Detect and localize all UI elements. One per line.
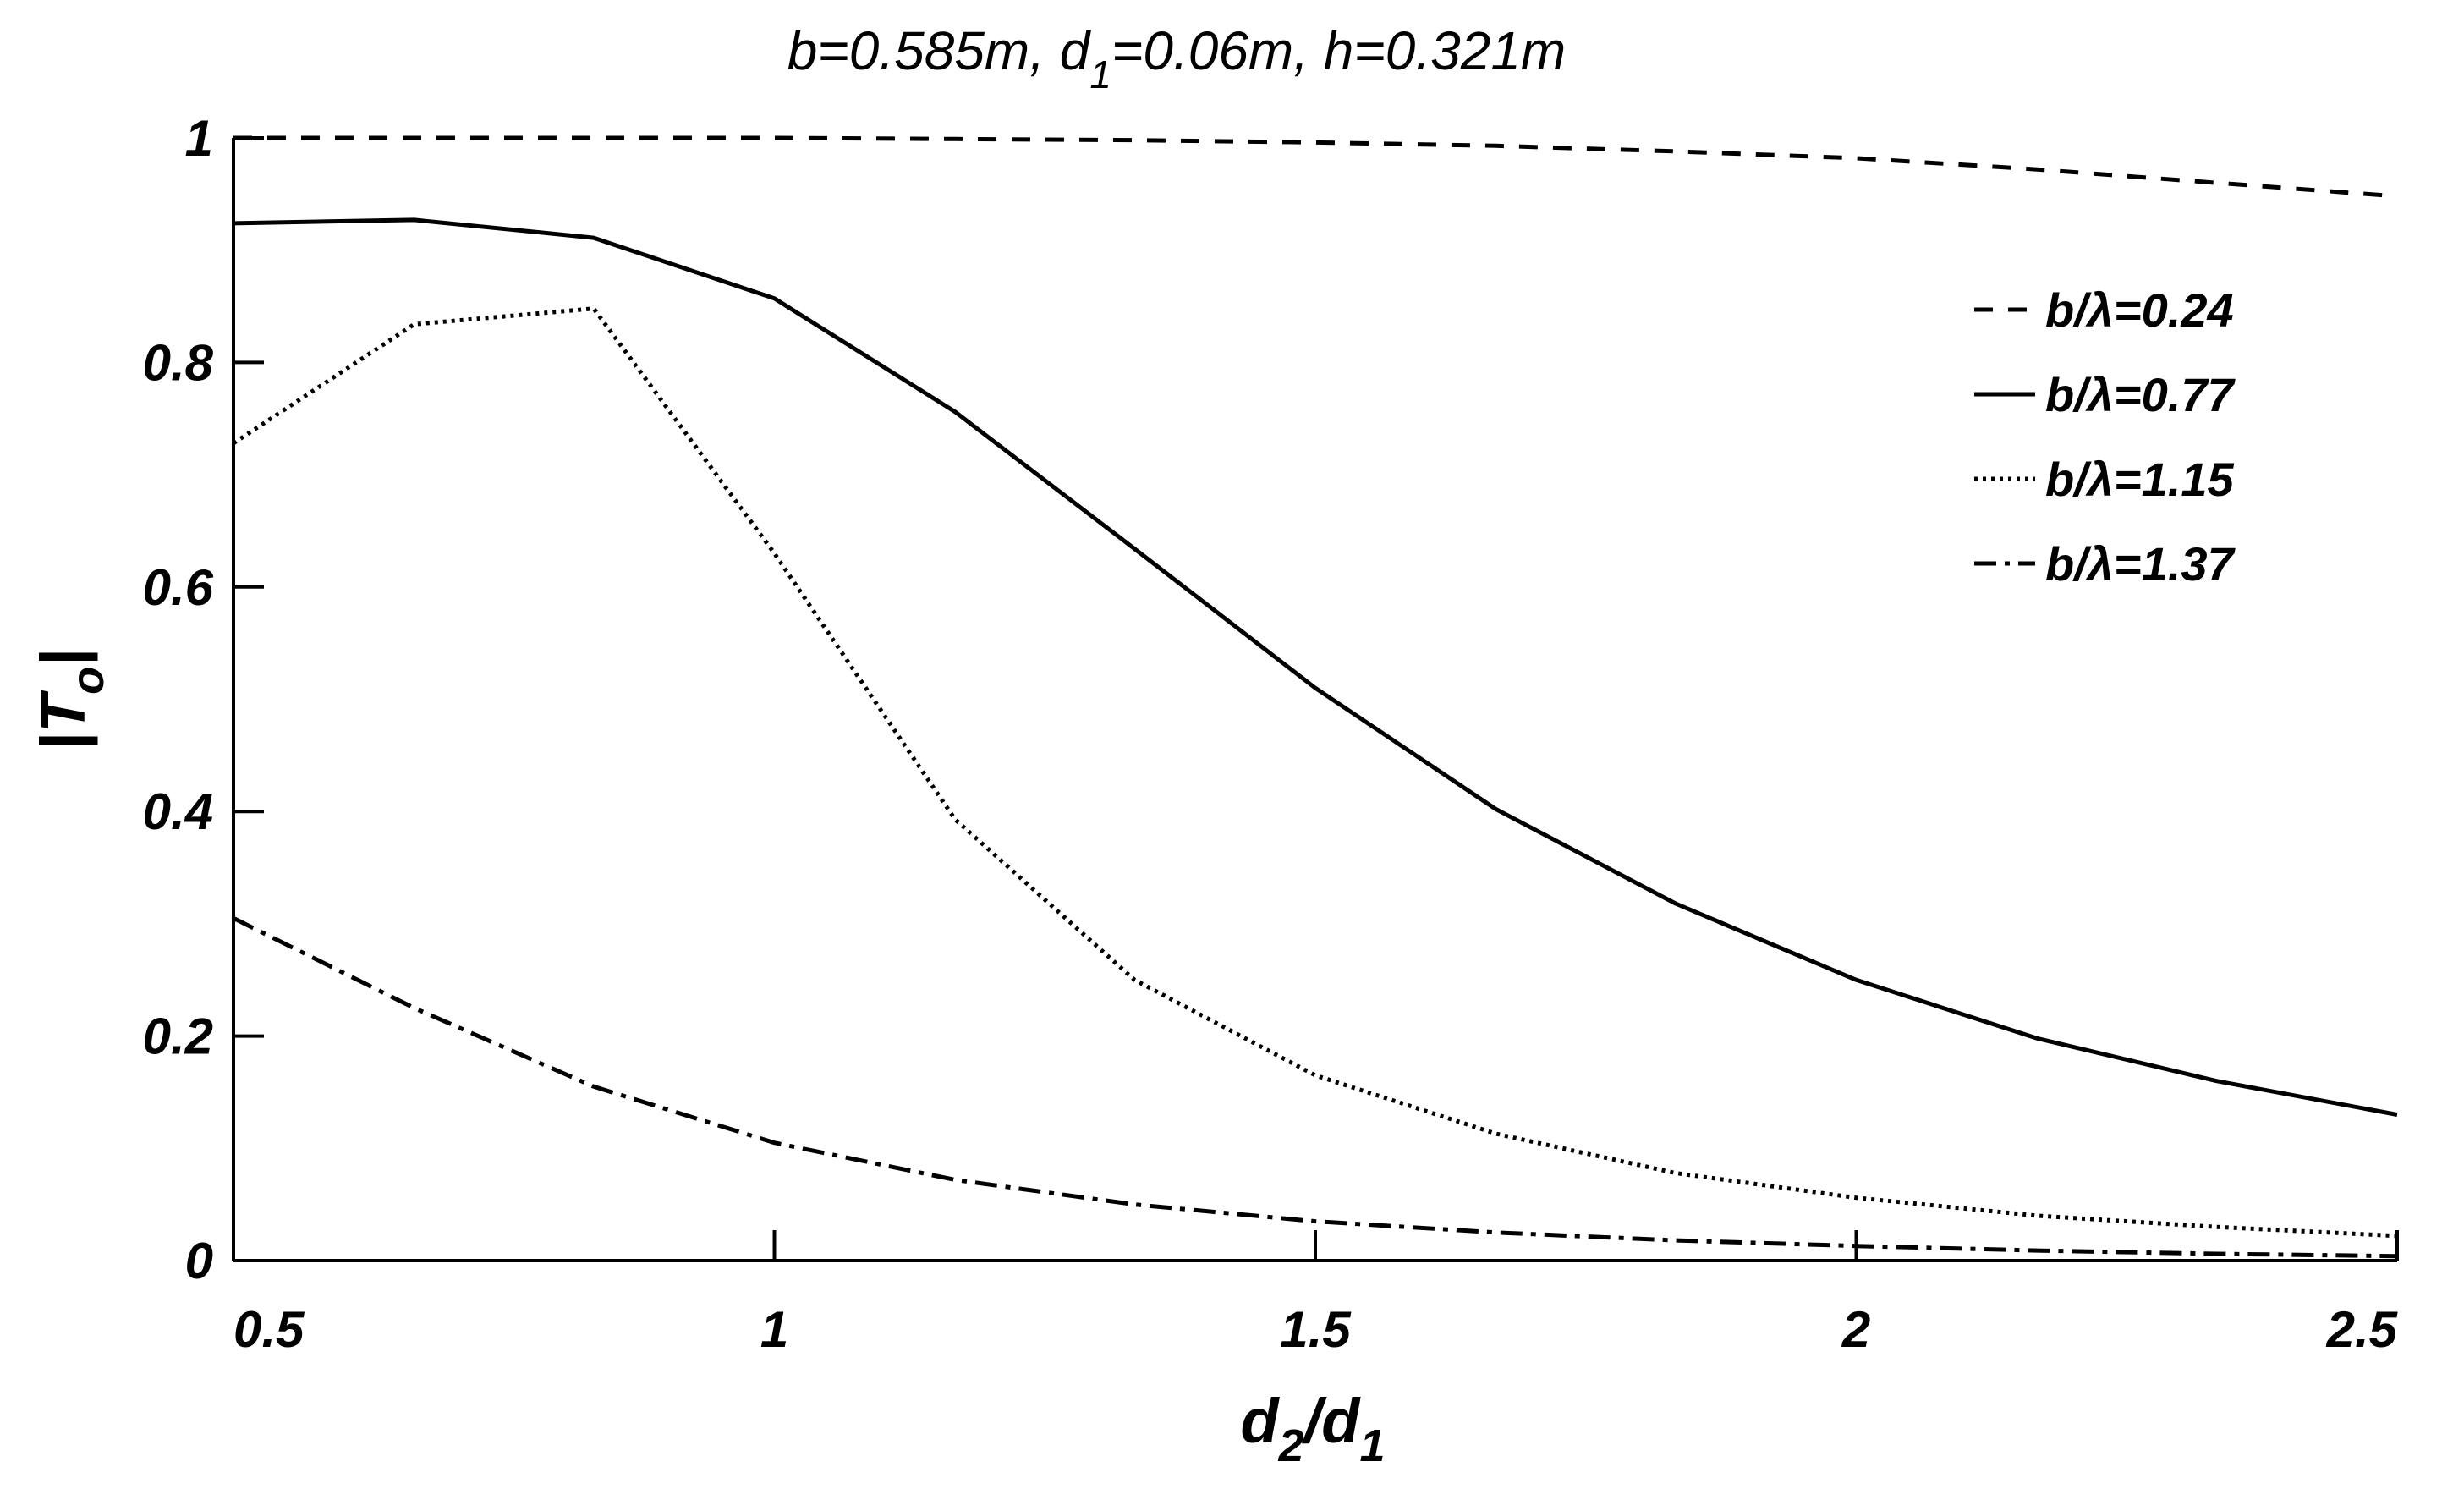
x-tick-label: 1.5 <box>1280 1301 1352 1358</box>
chart-title: b=0.585m, d1=0.06m, h=0.321m <box>787 20 1566 96</box>
legend-label-1: b/λ=0.24 <box>2045 283 2234 337</box>
x-axis-label-d2: d <box>1240 1386 1280 1456</box>
series-lines <box>232 135 2398 1259</box>
series-line-3 <box>232 306 2398 1239</box>
x-tick-label: 1 <box>760 1301 788 1358</box>
x-tick-label: 2 <box>1841 1301 1870 1358</box>
y-tick-label: 1 <box>185 110 213 167</box>
x-axis-label-slash-d1: /d <box>1302 1386 1362 1456</box>
y-tick-label: 0 <box>185 1233 213 1289</box>
y-tick-label: 0.4 <box>143 783 213 840</box>
y-tick-label: 0.2 <box>143 1008 213 1065</box>
x-axis-label-sub1: 1 <box>1359 1420 1385 1471</box>
x-ticks: 0.5 1 1.5 2 2.5 <box>232 1230 2399 1358</box>
series-line-2 <box>233 217 2398 1117</box>
x-axis-label-sub2: 2 <box>1278 1420 1304 1471</box>
legend: b/λ=0.24 b/λ=0.77 b/λ=1.15 b/λ=1.37 <box>1974 283 2236 591</box>
x-tick-label: 0.5 <box>233 1301 305 1358</box>
y-ticks: 0 0.2 0.4 0.6 0.8 1 <box>143 110 264 1289</box>
legend-label-2: b/λ=0.77 <box>2045 368 2236 421</box>
legend-label-4: b/λ=1.37 <box>2045 537 2236 591</box>
y-axis-label-open: |T <box>28 690 98 750</box>
y-axis-label: |To| <box>28 649 113 750</box>
chart-title-part1: b=0.585m, d <box>787 20 1092 81</box>
legend-label-3: b/λ=1.15 <box>2045 453 2234 506</box>
y-tick-label: 0.8 <box>143 334 214 391</box>
series-line-1 <box>233 135 2398 199</box>
y-axis-label-close: | <box>28 649 98 667</box>
chart-title-part2: =0.06m, h=0.321m <box>1111 20 1566 81</box>
x-tick-label: 2.5 <box>2326 1301 2399 1358</box>
y-tick-label: 0.6 <box>143 559 214 616</box>
series-line-4 <box>232 916 2398 1259</box>
chart-title-subscript: 1 <box>1089 52 1111 96</box>
x-axis-label: d2/d1 <box>1240 1386 1385 1471</box>
y-axis-label-sub: o <box>63 667 113 695</box>
